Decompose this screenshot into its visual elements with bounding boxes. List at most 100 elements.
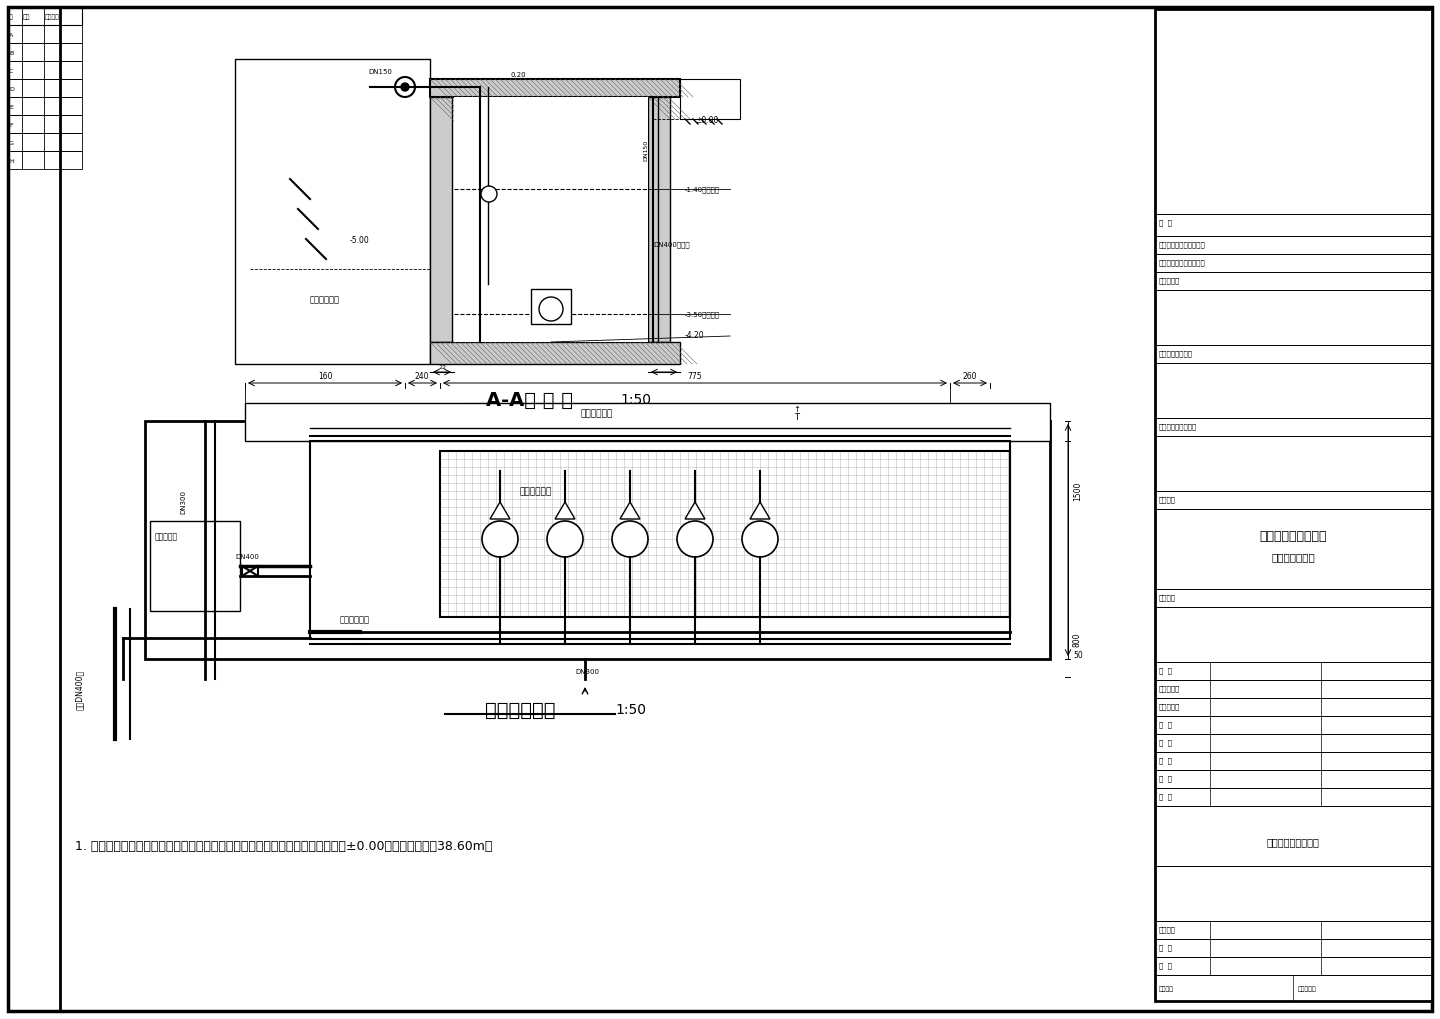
Polygon shape xyxy=(685,502,706,520)
Bar xyxy=(431,98,452,342)
Bar xyxy=(9,62,82,79)
Bar xyxy=(680,79,740,120)
Text: DN300: DN300 xyxy=(575,668,599,675)
Text: 校  对: 校 对 xyxy=(1159,739,1172,745)
Text: G: G xyxy=(9,141,14,146)
Text: 现状引水渠道: 现状引水渠道 xyxy=(580,409,613,418)
Bar xyxy=(310,441,1009,639)
Text: 图  别: 图 别 xyxy=(1159,943,1172,950)
Bar xyxy=(9,133,82,152)
Text: 施工图审查意见执行情况: 施工图审查意见执行情况 xyxy=(1159,240,1205,248)
Text: 工程编号: 工程编号 xyxy=(1159,925,1176,931)
Text: 注册建筑师执业签章: 注册建筑师执业签章 xyxy=(1159,423,1197,429)
Text: 工程负责人: 工程负责人 xyxy=(1159,685,1181,691)
Text: 监理单位: 监理单位 xyxy=(1159,593,1176,600)
Bar xyxy=(454,98,648,342)
Text: 钢制一体化供水工程: 钢制一体化供水工程 xyxy=(1259,530,1326,542)
Text: 现状提升水池: 现状提升水池 xyxy=(310,296,340,305)
Text: 吸水井平面图: 吸水井平面图 xyxy=(485,700,556,718)
Bar xyxy=(1155,10,1431,1001)
Polygon shape xyxy=(490,502,510,520)
Text: 制  图: 制 图 xyxy=(1159,774,1172,781)
Bar xyxy=(315,678,516,717)
Text: 修改说明: 修改说明 xyxy=(45,14,60,19)
Text: 现状提升水池: 现状提升水池 xyxy=(340,614,370,624)
Text: -4.20: -4.20 xyxy=(685,330,704,339)
Circle shape xyxy=(547,522,583,557)
Text: 新建原水水池: 新建原水水池 xyxy=(520,487,553,496)
Text: DN150: DN150 xyxy=(369,69,392,75)
Bar xyxy=(431,342,680,365)
Text: A: A xyxy=(9,33,13,38)
Text: 图纸专用章: 图纸专用章 xyxy=(1159,277,1181,283)
Bar xyxy=(235,60,431,365)
Text: 审  核: 审 核 xyxy=(1159,720,1172,727)
Bar xyxy=(245,404,1050,441)
Text: 260: 260 xyxy=(963,372,978,381)
Polygon shape xyxy=(554,502,575,520)
Text: -5.00: -5.00 xyxy=(350,235,370,245)
Text: 备  注: 备 注 xyxy=(1159,219,1172,225)
Text: 800: 800 xyxy=(1073,632,1081,647)
Text: ↑: ↑ xyxy=(793,406,801,414)
Text: -3.50最低水位: -3.50最低水位 xyxy=(685,312,720,318)
Polygon shape xyxy=(621,502,639,520)
Text: 原水吸水井平剖面图: 原水吸水井平剖面图 xyxy=(1267,837,1319,846)
Text: F: F xyxy=(9,122,13,127)
Text: T: T xyxy=(795,413,799,422)
Text: ±0.00: ±0.00 xyxy=(696,115,719,124)
Bar xyxy=(9,25,82,44)
Circle shape xyxy=(742,522,778,557)
Text: C: C xyxy=(9,68,13,73)
Text: 项目：净水设备: 项目：净水设备 xyxy=(1272,551,1315,561)
Text: 审查负责人: 审查负责人 xyxy=(1159,702,1181,709)
Text: 1. 工艺布置图尺寸以毫米计；标高采用相对高程，单位以米计，室外地坪标高为±0.00相当于罗零高程38.60m。: 1. 工艺布置图尺寸以毫米计；标高采用相对高程，单位以米计，室外地坪标高为±0.… xyxy=(75,840,492,852)
Text: 1500: 1500 xyxy=(1073,481,1081,500)
Bar xyxy=(9,152,82,170)
Text: 工程名称: 工程名称 xyxy=(1159,495,1176,502)
Text: 施工图审查意见执行图号: 施工图审查意见执行图号 xyxy=(1159,259,1205,265)
Text: D: D xyxy=(9,87,14,92)
Circle shape xyxy=(395,77,415,98)
Text: E: E xyxy=(9,104,13,109)
Text: 160: 160 xyxy=(318,372,333,381)
Text: 版: 版 xyxy=(9,14,13,19)
Text: 22: 22 xyxy=(438,365,446,370)
Bar xyxy=(9,116,82,133)
Text: 现状进水井: 现状进水井 xyxy=(156,532,179,541)
Text: 设  计: 设 计 xyxy=(1159,756,1172,763)
Text: -1.40正常水位: -1.40正常水位 xyxy=(685,186,720,194)
Bar xyxy=(150,522,240,611)
Text: H: H xyxy=(9,158,14,163)
Text: DN150: DN150 xyxy=(644,140,648,160)
Bar xyxy=(9,44,82,62)
Text: 775: 775 xyxy=(688,372,703,381)
Polygon shape xyxy=(750,502,770,520)
Text: 图  号: 图 号 xyxy=(1159,961,1172,968)
Text: 1:50: 1:50 xyxy=(615,702,647,716)
Text: 240: 240 xyxy=(415,372,429,381)
Text: 专  类: 专 类 xyxy=(1159,666,1172,673)
Text: 出图日期：: 出图日期： xyxy=(1297,985,1316,990)
Bar xyxy=(431,79,680,98)
Text: 图  名: 图 名 xyxy=(1159,792,1172,799)
Text: DN300: DN300 xyxy=(180,489,186,514)
Bar xyxy=(145,422,1050,659)
Text: 日期: 日期 xyxy=(23,14,30,19)
Circle shape xyxy=(481,186,497,203)
Text: 成品DN400井: 成品DN400井 xyxy=(75,669,84,709)
Bar xyxy=(9,79,82,98)
Circle shape xyxy=(482,522,518,557)
Circle shape xyxy=(677,522,713,557)
Text: 注册建筑师执业章: 注册建筑师执业章 xyxy=(1159,350,1192,357)
Bar xyxy=(648,98,670,342)
Text: 文件名：: 文件名： xyxy=(1159,985,1174,990)
Circle shape xyxy=(612,522,648,557)
Text: 50: 50 xyxy=(1073,650,1083,659)
Bar xyxy=(9,8,82,25)
Bar xyxy=(531,289,572,325)
Text: DN400进水管: DN400进水管 xyxy=(652,242,690,248)
Text: B: B xyxy=(9,51,13,55)
Text: A-A剖 面 图: A-A剖 面 图 xyxy=(487,390,573,409)
Circle shape xyxy=(539,298,563,322)
